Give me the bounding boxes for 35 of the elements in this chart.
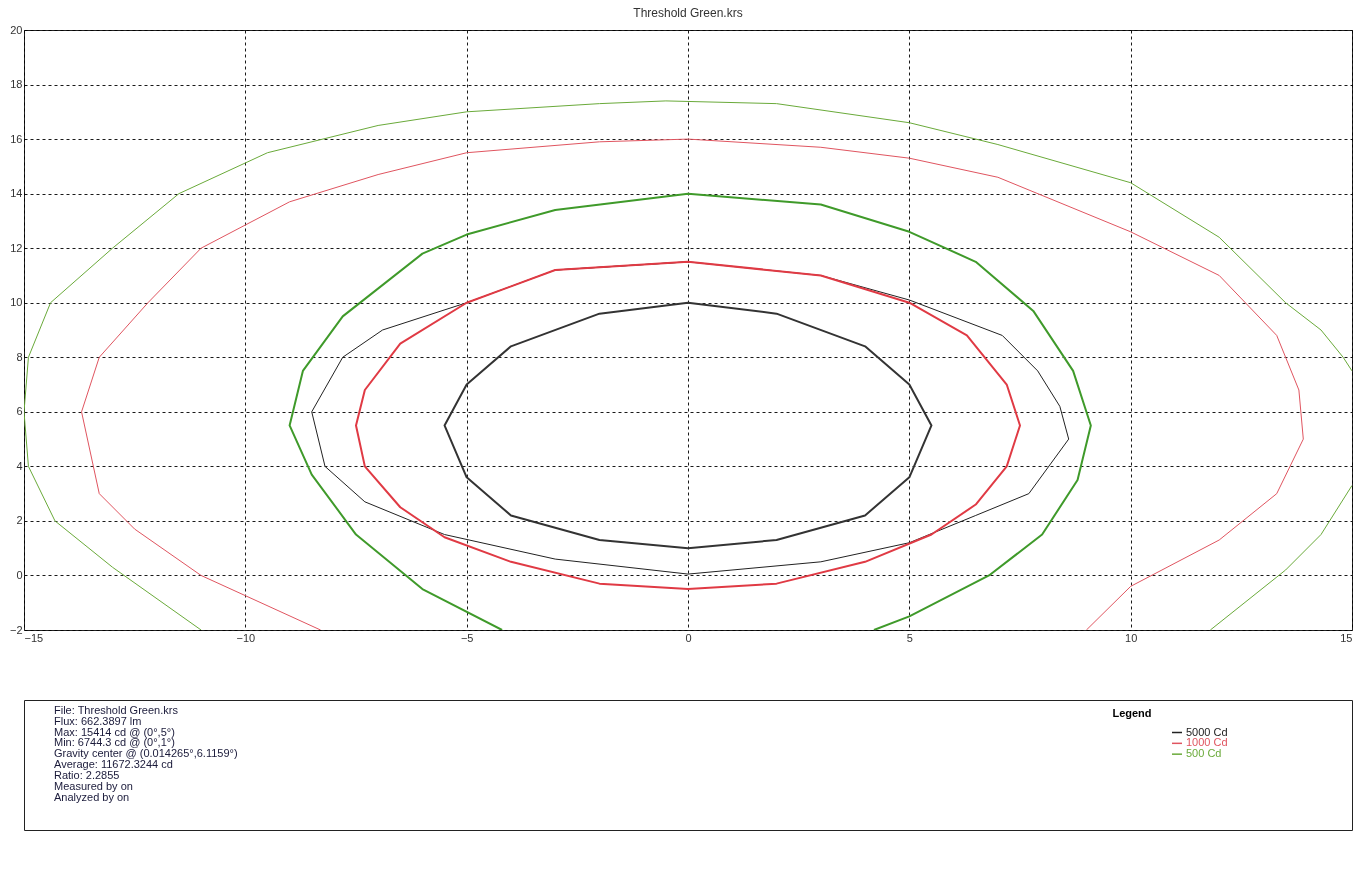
x-tick-label: −10 <box>236 631 256 644</box>
line-series <box>288 192 1092 630</box>
text: Flux: 662.3897 lm <box>54 714 142 727</box>
text: Max: 15414 cd @ (0°,5°) <box>54 725 175 738</box>
x-tick-label: 15 <box>1340 631 1353 644</box>
text: Gravity center @ (0.014265°,6.1159°) <box>54 747 238 760</box>
text: Average: 11672.3244 cd <box>54 758 173 770</box>
legend-label: 1000 Cd <box>1186 736 1228 749</box>
chart-title: Threshold Green.krs <box>633 6 743 20</box>
legend-label: 500 Cd <box>1186 747 1222 760</box>
legend-title: Legend <box>1112 707 1152 719</box>
line-series <box>443 301 933 550</box>
y-tick-label: 4 <box>16 459 23 472</box>
y-tick-label: 20 <box>10 23 23 36</box>
x-tick-label: −15 <box>24 631 44 644</box>
text: Analyzed by on <box>54 790 130 803</box>
y-tick-label: 14 <box>10 187 23 200</box>
y-tick-label: −2 <box>9 623 23 636</box>
x-tick-label: 5 <box>906 631 913 644</box>
line-series <box>355 260 1021 591</box>
y-tick-label: 12 <box>10 241 23 254</box>
x-tick-label: 10 <box>1125 631 1138 644</box>
y-tick-label: 10 <box>10 296 23 309</box>
y-tick-label: 8 <box>16 350 23 363</box>
y-tick-label: 18 <box>10 78 23 91</box>
y-tick-label: 2 <box>16 514 23 527</box>
y-tick-label: 0 <box>16 568 23 581</box>
text: File: Threshold Green.krs <box>54 703 179 716</box>
legend-label: 5000 Cd <box>1186 725 1228 738</box>
text: Measured by on <box>54 779 133 792</box>
x-tick-label: −5 <box>460 631 474 644</box>
x-tick-label: 0 <box>685 631 692 644</box>
y-tick-label: 6 <box>16 405 23 418</box>
text: Min: 6744.3 cd @ (0°,1°) <box>54 736 175 749</box>
y-tick-label: 16 <box>10 132 23 145</box>
